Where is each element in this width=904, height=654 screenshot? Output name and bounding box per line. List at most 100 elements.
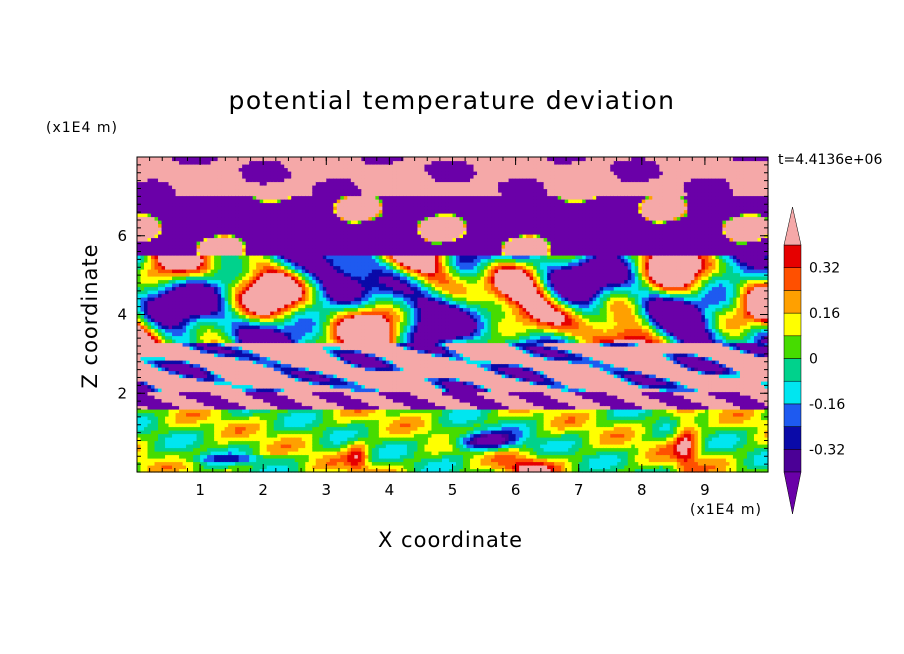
field-cell	[207, 237, 212, 242]
field-cell	[172, 220, 177, 225]
field-cell	[207, 321, 212, 326]
field-cell	[158, 258, 163, 263]
field-cell	[210, 248, 215, 253]
field-cell	[270, 279, 275, 284]
field-cell	[273, 230, 278, 235]
field-cell	[266, 276, 271, 281]
field-cell	[242, 188, 247, 193]
field-cell	[273, 416, 278, 421]
field-cell	[189, 297, 194, 302]
field-cell	[312, 461, 317, 466]
field-cell	[158, 370, 163, 375]
field-cell	[277, 440, 282, 445]
field-cell	[200, 335, 205, 340]
field-cell	[319, 377, 324, 382]
field-cell	[291, 160, 296, 165]
field-cell	[270, 258, 275, 263]
field-cell	[242, 405, 247, 410]
field-cell	[140, 157, 145, 162]
field-cell	[270, 304, 275, 309]
field-cell	[200, 157, 205, 162]
field-cell	[326, 367, 331, 372]
field-cell	[301, 290, 306, 295]
field-cell	[172, 447, 177, 452]
field-cell	[326, 258, 331, 263]
field-cell	[315, 300, 320, 305]
field-cell	[277, 405, 282, 410]
field-cell	[179, 199, 184, 204]
field-cell	[144, 444, 149, 449]
field-cell	[228, 192, 233, 197]
field-cell	[312, 444, 317, 449]
field-cell	[140, 451, 145, 456]
field-cell	[242, 447, 247, 452]
field-cell	[319, 241, 324, 246]
field-cell	[298, 451, 303, 456]
field-cell	[263, 213, 268, 218]
field-cell	[273, 454, 278, 459]
field-cell	[186, 160, 191, 165]
field-cell	[284, 307, 289, 312]
field-cell	[287, 325, 292, 330]
field-cell	[273, 297, 278, 302]
field-cell	[144, 276, 149, 281]
field-cell	[175, 304, 180, 309]
field-cell	[154, 451, 159, 456]
field-cell	[242, 265, 247, 270]
field-cell	[298, 356, 303, 361]
field-cell	[217, 262, 222, 267]
field-cell	[200, 206, 205, 211]
field-cell	[266, 272, 271, 277]
field-cell	[231, 248, 236, 253]
field-cell	[242, 367, 247, 372]
field-cell	[144, 356, 149, 361]
field-cell	[301, 423, 306, 428]
field-cell	[189, 391, 194, 396]
field-cell	[231, 304, 236, 309]
field-cell	[312, 293, 317, 298]
field-cell	[221, 335, 226, 340]
field-cell	[291, 409, 296, 414]
field-cell	[235, 279, 240, 284]
field-cell	[144, 237, 149, 242]
field-cell	[137, 458, 142, 463]
field-cell	[175, 409, 180, 414]
field-cell	[179, 412, 184, 417]
field-cell	[319, 440, 324, 445]
field-cell	[165, 353, 170, 358]
field-cell	[298, 279, 303, 284]
field-cell	[137, 356, 142, 361]
field-cell	[315, 318, 320, 323]
field-cell	[252, 167, 257, 172]
field-cell	[154, 195, 159, 200]
field-cell	[238, 461, 243, 466]
field-cell	[284, 237, 289, 242]
field-cell	[312, 342, 317, 347]
field-cell	[140, 388, 145, 393]
field-cell	[158, 283, 163, 288]
field-cell	[294, 346, 299, 351]
field-cell	[193, 465, 198, 470]
field-cell	[235, 248, 240, 253]
field-cell	[238, 398, 243, 403]
field-cell	[277, 391, 282, 396]
field-cell	[298, 402, 303, 407]
field-cell	[319, 237, 324, 242]
field-cell	[186, 251, 191, 256]
field-cell	[158, 360, 163, 365]
field-cell	[263, 433, 268, 438]
field-cell	[186, 290, 191, 295]
field-cell	[147, 241, 152, 246]
field-cell	[238, 199, 243, 204]
field-cell	[326, 409, 331, 414]
field-cell	[259, 202, 264, 207]
field-cell	[207, 423, 212, 428]
field-cell	[217, 405, 222, 410]
field-cell	[284, 167, 289, 172]
field-cell	[193, 328, 198, 333]
field-cell	[172, 409, 177, 414]
field-cell	[172, 437, 177, 442]
field-cell	[224, 451, 229, 456]
field-cell	[315, 279, 320, 284]
field-cell	[315, 181, 320, 186]
